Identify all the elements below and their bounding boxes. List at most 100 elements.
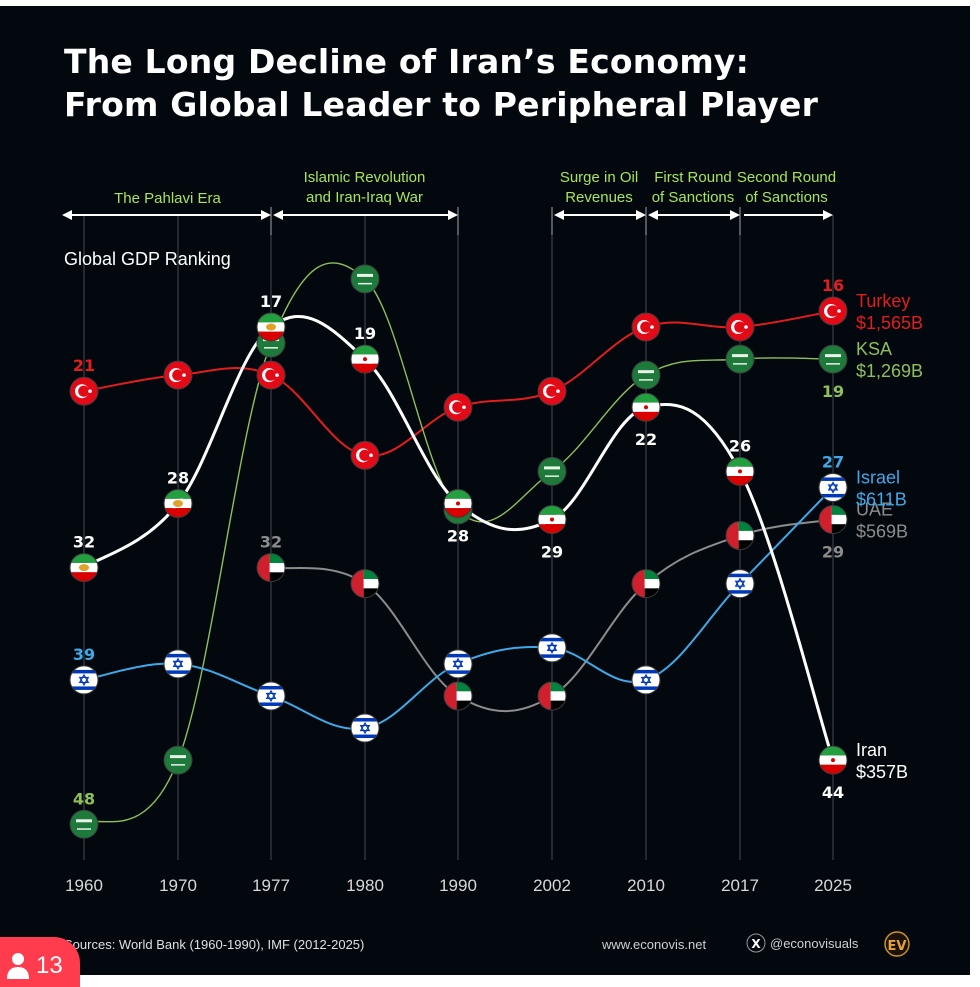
social-handle[interactable]: @econovisuals (770, 936, 859, 951)
saudi-flag-icon[interactable] (537, 456, 567, 486)
turkey-flag-icon[interactable] (256, 360, 286, 390)
viewer-count-badge[interactable]: 13 (0, 937, 80, 987)
era-label: Revenues (565, 189, 633, 206)
turkey-flag-icon[interactable] (818, 296, 848, 326)
svg-text:EV: EV (888, 939, 907, 954)
end-label-iran: Iran$357B (856, 740, 908, 782)
era-annotation: The Pahlavi Era (62, 190, 271, 220)
era-label: Second Round (737, 169, 836, 186)
uae-flag-icon[interactable] (350, 569, 392, 599)
rank-label-iran: 22 (635, 430, 657, 449)
iran-lion-sun-flag-icon[interactable] (256, 312, 286, 342)
era-annotation: Second Round of Sanctions (737, 169, 836, 220)
israel-flag-icon[interactable] (443, 649, 473, 679)
rank-label-iran: 28 (447, 526, 469, 545)
turkey-flag-icon[interactable] (443, 392, 473, 422)
end-label-ksa: KSA$1,269B (856, 339, 923, 381)
israel-flag-icon[interactable] (69, 665, 99, 695)
econovis-logo: EV (884, 931, 910, 957)
saudi-flag-icon[interactable] (69, 809, 99, 839)
israel-flag-icon[interactable] (256, 681, 286, 711)
iran-flag-icon[interactable] (443, 488, 473, 518)
era-label: The Pahlavi Era (114, 190, 221, 207)
israel-flag-icon[interactable] (163, 649, 193, 679)
arrow-left-icon (648, 210, 658, 220)
rank-label-iran: 28 (167, 468, 189, 487)
uae-flag-icon[interactable] (725, 521, 767, 551)
era-annotation: Islamic Revolution and Iran-Iraq War (273, 169, 458, 220)
turkey-flag-icon[interactable] (631, 312, 661, 342)
x-tick-label: 2025 (814, 876, 852, 895)
svg-text:X: X (751, 937, 761, 951)
turkey-flag-icon[interactable] (69, 376, 99, 406)
rank-label-iran: 44 (822, 783, 844, 802)
iran-flag-icon[interactable] (537, 505, 567, 535)
arrow-left-icon (62, 210, 72, 220)
iran-flag-icon[interactable] (350, 344, 380, 374)
israel-flag-icon[interactable] (725, 569, 755, 599)
uae-flag-icon[interactable] (631, 569, 673, 599)
rank-label-iran: 26 (729, 436, 751, 455)
israel-flag-icon[interactable] (537, 633, 567, 663)
uae-flag-icon[interactable] (443, 681, 485, 711)
arrow-right-icon (261, 210, 271, 220)
saudi-flag-icon[interactable] (163, 745, 193, 775)
saudi-flag-icon[interactable] (631, 360, 661, 390)
era-label: Surge in Oil (560, 169, 638, 186)
rank-label-turkey: 16 (822, 276, 844, 295)
era-label: Islamic Revolution (304, 169, 426, 186)
uae-flag-icon[interactable] (818, 505, 860, 535)
chart-title: The Long Decline of Iran’s Economy: From… (64, 40, 818, 126)
israel-flag-icon[interactable] (818, 472, 848, 502)
gdp-value: $611B (856, 489, 907, 509)
era-label: of Sanctions (745, 189, 828, 206)
arrow-left-icon (273, 210, 283, 220)
x-logo-icon[interactable]: X (746, 933, 766, 953)
era-annotation: Surge in Oil Revenues (554, 169, 646, 220)
y-axis-label: Global GDP Ranking (64, 249, 231, 269)
viewer-count: 13 (36, 952, 63, 979)
turkey-flag-icon[interactable] (163, 360, 193, 390)
x-tick-label: 1980 (346, 876, 384, 895)
rank-label-iran: 17 (260, 292, 282, 311)
country-name: Israel (856, 467, 900, 487)
x-tick-label: 2002 (533, 876, 571, 895)
saudi-flag-icon[interactable] (725, 344, 755, 374)
iran-flag-icon[interactable] (631, 392, 661, 422)
rank-label-iran: 29 (541, 543, 563, 562)
rank-label-uae: 32 (260, 533, 282, 552)
era-label: of Sanctions (652, 189, 735, 206)
end-label-uae: UAE$569B (856, 500, 908, 542)
saudi-flag-icon[interactable] (818, 344, 848, 374)
x-tick-label: 1960 (65, 876, 103, 895)
end-label-israel: Israel$611B (856, 467, 907, 509)
iran-flag-icon[interactable] (818, 745, 848, 775)
country-name: Turkey (856, 291, 910, 311)
uae-flag-icon[interactable] (537, 681, 579, 711)
x-tick-label: 1970 (159, 876, 197, 895)
israel-flag-icon[interactable] (350, 713, 380, 743)
arrow-right-icon (636, 210, 646, 220)
rank-label-iran: 32 (73, 533, 95, 552)
saudi-flag-icon[interactable] (350, 264, 380, 294)
turkey-flag-icon[interactable] (537, 376, 567, 406)
iran-flag-icon[interactable] (725, 456, 755, 486)
uae-flag-icon[interactable] (256, 553, 298, 583)
title-line-1: The Long Decline of Iran’s Economy: (64, 42, 750, 81)
turkey-flag-icon[interactable] (725, 312, 755, 342)
iran-lion-sun-flag-icon[interactable] (163, 488, 193, 518)
x-tick-label: 1990 (439, 876, 477, 895)
x-tick-label: 1977 (252, 876, 290, 895)
country-name: UAE (856, 500, 893, 520)
iran-lion-sun-flag-icon[interactable] (69, 553, 99, 583)
arrow-right-icon (730, 210, 740, 220)
rank-label-ksa: 48 (73, 789, 95, 808)
gdp-value: $357B (856, 762, 908, 782)
website-link[interactable]: www.econovis.net (601, 937, 706, 952)
rank-label-israel: 27 (822, 452, 844, 471)
israel-flag-icon[interactable] (631, 665, 661, 695)
rank-label-ksa: 19 (822, 382, 844, 401)
turkey-flag-icon[interactable] (350, 440, 380, 470)
arrow-right-icon (823, 210, 833, 220)
